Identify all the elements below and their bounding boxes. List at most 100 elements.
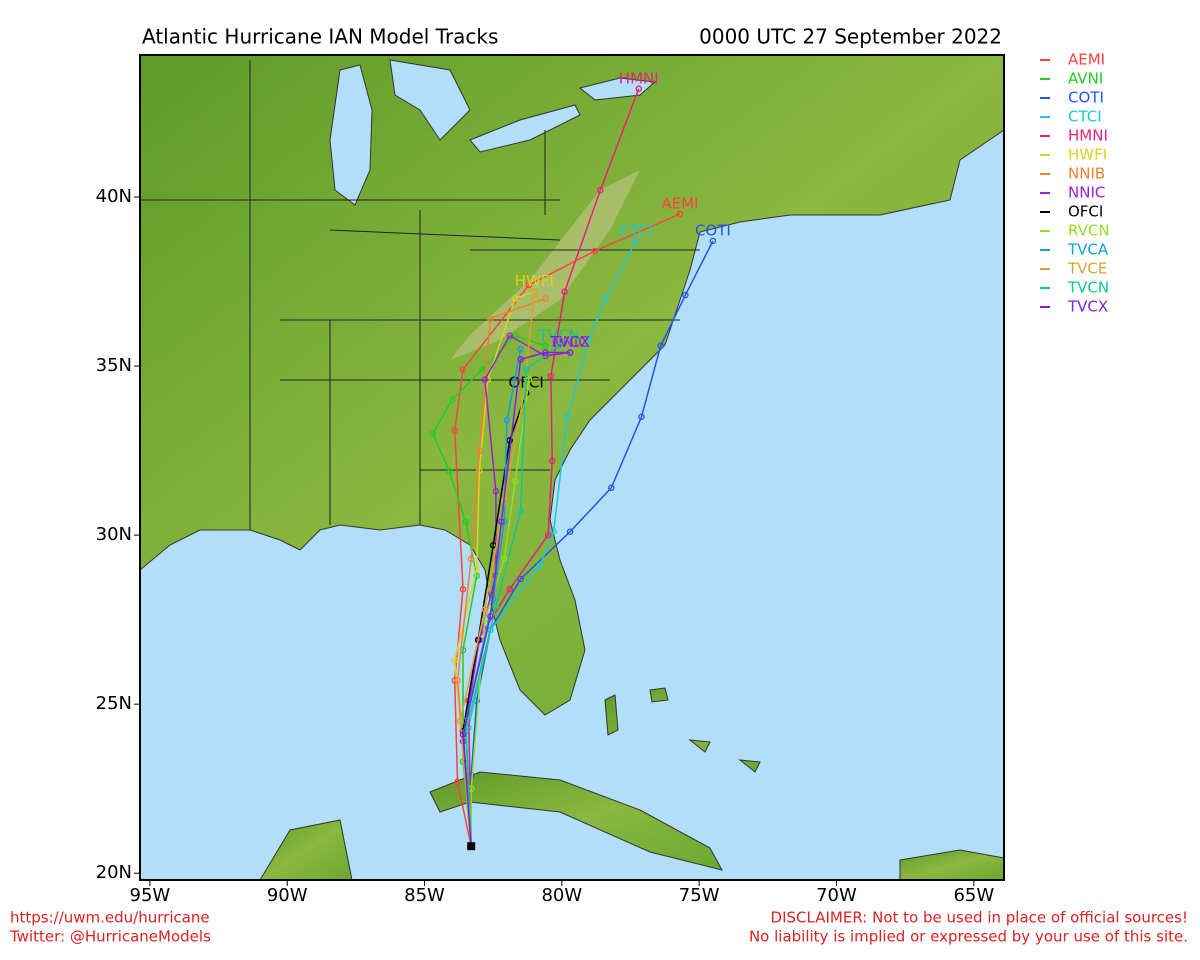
track-point	[478, 366, 486, 373]
footer-left: https://uwm.edu/hurricane	[10, 909, 210, 927]
track-point	[531, 288, 538, 295]
track-line	[462, 351, 571, 847]
track-point	[451, 656, 458, 664]
map-base	[140, 55, 1004, 880]
map-frame	[139, 54, 1005, 881]
track-point	[487, 315, 494, 322]
track-point	[456, 717, 464, 725]
track-end-label: COTI	[695, 221, 731, 239]
track-point	[550, 528, 557, 535]
track-point	[586, 335, 593, 343]
track-point	[542, 295, 549, 302]
footer-right: No liability is implied or expressed by …	[749, 928, 1188, 946]
legend-label: NNIC	[1068, 184, 1105, 202]
track-point	[676, 210, 684, 218]
legend-label: HWFI	[1068, 146, 1107, 164]
track-point	[709, 237, 717, 245]
track-point	[467, 555, 475, 563]
track-point	[476, 447, 483, 454]
track-point	[555, 342, 563, 350]
track-point	[632, 237, 640, 245]
track-point	[498, 518, 505, 525]
track-point	[682, 291, 689, 299]
x-tick-label: 75W	[679, 885, 720, 906]
track-point	[635, 85, 642, 93]
track-point	[473, 565, 480, 573]
track-point	[511, 295, 519, 302]
track-point	[459, 731, 467, 738]
legend-label: TVCE	[1067, 260, 1107, 278]
track-point	[597, 186, 604, 194]
track-end-label: CTCI	[619, 221, 653, 239]
track-point	[591, 247, 599, 255]
lake-erie	[469, 104, 581, 153]
track-point	[525, 281, 533, 289]
track-end-label: TVCX	[549, 333, 590, 351]
y-tick-label: 20N	[96, 862, 132, 883]
track-point	[459, 585, 467, 593]
track-end-label: AEMI	[661, 194, 698, 212]
track-line	[453, 213, 681, 847]
x-tick-label: 95W	[130, 885, 171, 906]
track-point	[608, 484, 615, 492]
track-point	[548, 457, 556, 464]
track-line	[467, 240, 637, 847]
track-point	[522, 366, 530, 373]
legend-label: AEMI	[1068, 51, 1105, 69]
track-point	[564, 413, 571, 421]
land-hispaniola	[899, 849, 1004, 880]
x-tick-label: 85W	[404, 885, 445, 906]
y-tick-label: 30N	[96, 524, 132, 545]
track-end-label: HMNI	[619, 69, 659, 87]
track-point	[492, 602, 500, 610]
track-point	[517, 356, 524, 363]
track-point	[454, 677, 461, 684]
track-line	[464, 345, 560, 847]
track-point	[487, 613, 494, 620]
track-point	[566, 528, 574, 535]
map-subtitle: 0000 UTC 27 September 2022	[699, 25, 1002, 49]
track-point	[517, 575, 524, 583]
track-point	[657, 342, 664, 350]
track-point	[602, 295, 610, 302]
land-north-america	[140, 55, 1004, 716]
legend-label: CTCI	[1068, 108, 1102, 126]
lake-michigan	[329, 64, 373, 206]
track-point	[506, 332, 513, 339]
track-point	[451, 427, 458, 434]
track-point	[492, 487, 500, 495]
storm-start	[467, 842, 476, 851]
lake-huron	[389, 59, 471, 141]
track-point	[511, 477, 519, 485]
legend-label: TVCA	[1067, 241, 1109, 259]
y-tick-label: 35N	[96, 355, 132, 376]
track-point	[536, 562, 544, 569]
x-tick-label: 70W	[816, 885, 857, 906]
track-point	[503, 416, 511, 424]
legend-label: HMNI	[1068, 127, 1108, 145]
land-cuba	[429, 771, 723, 871]
track-point	[561, 288, 568, 295]
track-point	[481, 376, 489, 383]
track-point	[500, 555, 508, 563]
y-tick-label: 40N	[96, 186, 132, 207]
track-point	[506, 585, 513, 593]
legend-label: TVCN	[1067, 279, 1109, 297]
track-point	[517, 508, 524, 515]
legend-label: COTI	[1068, 89, 1104, 107]
state-borders	[140, 60, 700, 530]
track-point	[542, 342, 549, 350]
land-bahamas	[604, 687, 761, 773]
x-tick-label: 80W	[541, 885, 582, 906]
track-point	[462, 518, 469, 525]
track-line	[470, 240, 714, 847]
track-point	[542, 352, 549, 360]
track-line	[431, 334, 546, 847]
legend-label: TVCX	[1067, 298, 1108, 316]
track-point	[454, 778, 461, 786]
track-end-label: HWFI	[515, 272, 554, 290]
legend-label: RVCN	[1068, 222, 1110, 240]
track-end-label: TVCN	[538, 326, 580, 344]
track-point	[520, 393, 527, 400]
